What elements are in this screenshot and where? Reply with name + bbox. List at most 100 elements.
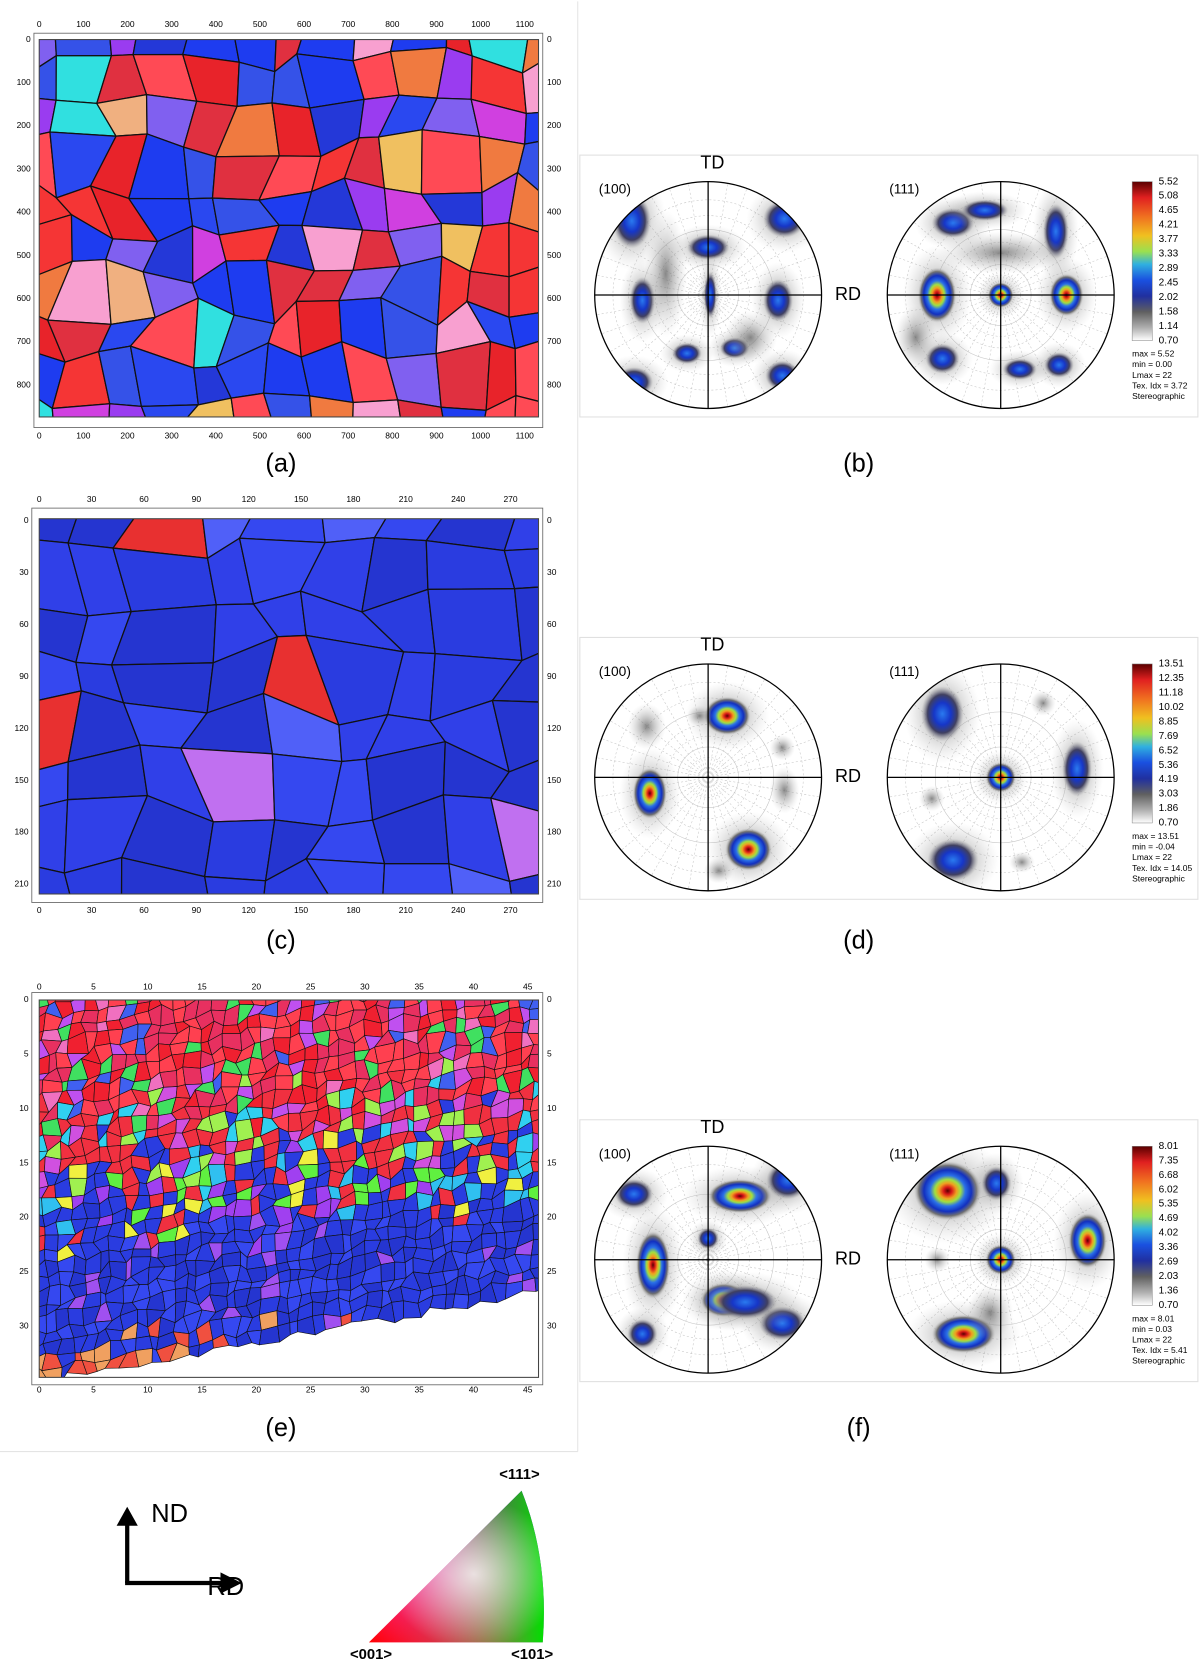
grain <box>528 999 539 1010</box>
grain <box>162 971 175 985</box>
grain <box>530 1160 539 1173</box>
grain <box>481 934 498 953</box>
grain <box>388 937 406 954</box>
stats-text: Lmax = 22 <box>1132 370 1172 380</box>
y-tick-label: 210 <box>547 879 561 889</box>
grain <box>531 1119 539 1135</box>
panel-label: (e) <box>265 1414 296 1442</box>
grain <box>468 952 484 963</box>
density-peak <box>703 696 751 735</box>
density-peak <box>1062 741 1092 797</box>
y-tick-label: 800 <box>17 379 31 389</box>
density-peak <box>927 838 979 882</box>
grain <box>508 171 539 233</box>
grain <box>451 952 469 972</box>
grain <box>212 970 227 982</box>
grain <box>534 1277 539 1292</box>
grain <box>532 1080 539 1101</box>
grain <box>394 1261 407 1281</box>
pole-figure-panel: TD RD (100) (111) 8.01 7.35 6.68 6.02 5.35 4.69 4.… <box>579 1117 1199 1442</box>
density-peak <box>672 342 702 364</box>
y-tick-label: 700 <box>17 336 31 346</box>
map-border <box>38 999 540 1378</box>
grain <box>529 1109 539 1123</box>
x-tick-label: 45 <box>523 982 533 992</box>
x-tick-label: 900 <box>429 19 443 29</box>
grain <box>63 856 123 894</box>
grain <box>508 312 539 350</box>
x-tick-label: 240 <box>451 494 465 504</box>
stats-text: Tex. Idx = 5.41 <box>1132 1345 1188 1355</box>
x-tick-label: 5 <box>91 982 96 992</box>
polar-grid <box>708 1259 820 1280</box>
x-tick-label: 0 <box>37 1384 42 1394</box>
grain <box>396 399 444 417</box>
axes-legend <box>116 1506 242 1594</box>
grain <box>382 862 454 894</box>
x-tick-label: 30 <box>360 982 370 992</box>
colorbar-label: 3.77 <box>1159 234 1179 245</box>
grain <box>427 916 441 937</box>
y-tick-label: 0 <box>547 994 552 1004</box>
grain <box>262 392 312 417</box>
grain <box>514 394 539 417</box>
grain <box>209 1282 230 1297</box>
y-tick-label: 300 <box>17 163 31 173</box>
grain <box>404 933 421 949</box>
density-peak <box>913 1161 982 1221</box>
grain <box>355 956 370 975</box>
orientation-map: 0 0 30 30 60 60 90 90 120 120 150 150 180 180 210 210 24… <box>14 494 561 955</box>
stats-text: Lmax = 22 <box>1132 852 1172 862</box>
density-peak <box>763 279 793 322</box>
grain <box>308 395 354 417</box>
grain <box>503 548 539 590</box>
grain <box>264 972 281 988</box>
x-tick-label: 210 <box>399 905 413 915</box>
y-tick-label: 20 <box>547 1212 557 1222</box>
grain <box>362 928 377 947</box>
grain <box>234 965 247 978</box>
colorbar <box>1131 663 1153 824</box>
grain <box>432 945 444 964</box>
density-peak <box>919 785 945 812</box>
grain <box>41 1079 63 1094</box>
density-peak <box>627 703 666 750</box>
grain <box>404 947 415 965</box>
pole-figure <box>887 1146 1115 1374</box>
ipf-triangle <box>368 1490 544 1643</box>
grain <box>182 1050 202 1069</box>
y-tick-label: 5 <box>547 1049 552 1059</box>
grain <box>297 943 313 959</box>
x-tick-label: 0 <box>37 430 42 440</box>
y-tick-label: 30 <box>547 567 557 577</box>
grain <box>444 972 452 988</box>
colorbar-label: 4.02 <box>1159 1228 1179 1239</box>
colorbar-label: 5.52 <box>1159 176 1179 187</box>
x-tick-label: 600 <box>297 430 311 440</box>
grain <box>405 923 421 936</box>
grain <box>285 972 303 989</box>
td-label: TD <box>700 635 724 655</box>
colorbar <box>1131 1146 1153 1306</box>
y-tick-label: 20 <box>19 1212 29 1222</box>
grain <box>489 797 539 883</box>
grain <box>503 518 539 552</box>
grain <box>502 929 518 948</box>
grain <box>203 875 267 894</box>
grain <box>382 983 392 994</box>
x-tick-label: 1100 <box>516 19 535 29</box>
grain <box>479 977 497 990</box>
grain <box>491 652 539 703</box>
grain <box>140 404 200 417</box>
y-tick-label: 90 <box>19 671 29 681</box>
y-tick-label: 500 <box>547 250 561 260</box>
density-peak <box>686 705 713 727</box>
grain <box>234 954 247 972</box>
y-tick-label: 0 <box>547 34 552 44</box>
density-peak <box>769 734 796 761</box>
colorbar-label: 6.68 <box>1159 1170 1179 1181</box>
x-tick-label: 500 <box>253 19 267 29</box>
grain <box>326 974 340 995</box>
grain <box>68 1163 88 1179</box>
